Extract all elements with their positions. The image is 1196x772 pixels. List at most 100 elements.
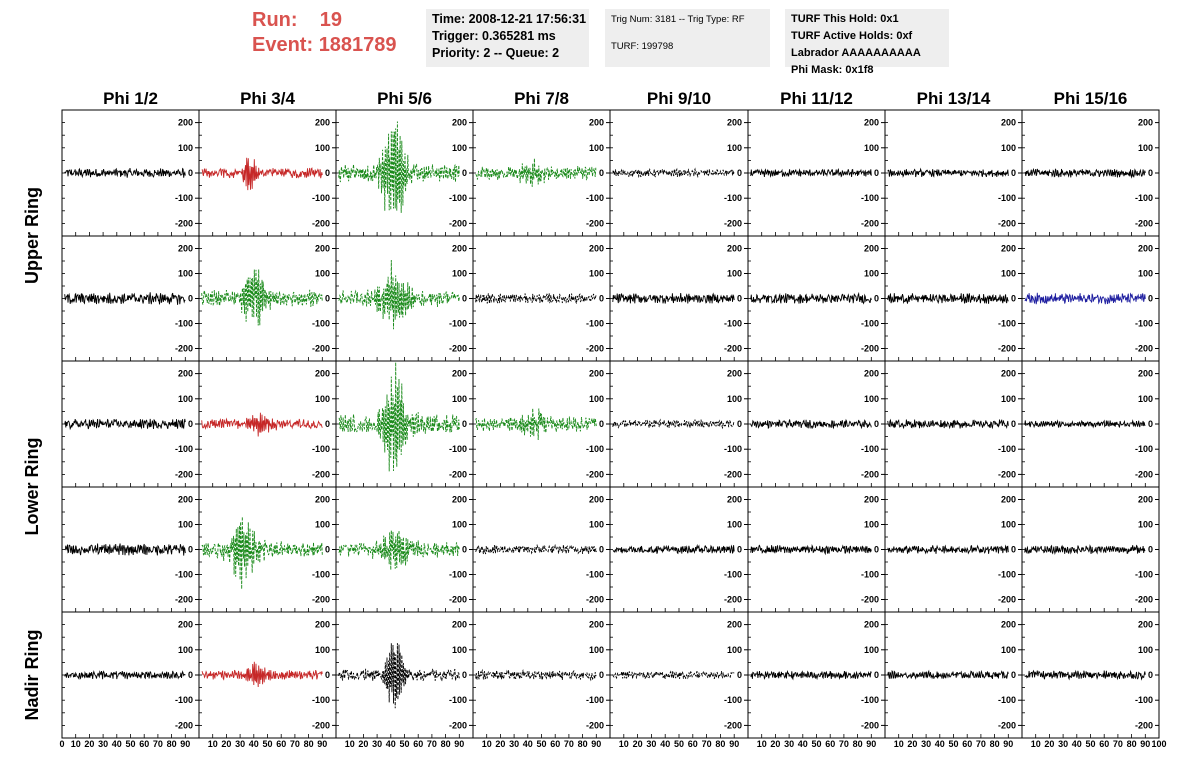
- x-tick-label: 20: [495, 739, 505, 749]
- x-tick-label: 80: [1127, 739, 1137, 749]
- y-tick-label: 0: [1011, 670, 1016, 680]
- column-title: Phi 9/10: [647, 89, 711, 108]
- x-tick-label: 20: [221, 739, 231, 749]
- y-tick-label: -200: [724, 469, 742, 479]
- y-tick-label: 200: [315, 244, 330, 254]
- x-tick-label: 30: [98, 739, 108, 749]
- waveform-series: [1024, 419, 1146, 429]
- waveform-series: [887, 544, 1009, 555]
- y-tick-label: 100: [727, 394, 742, 404]
- waveform-series: [201, 516, 323, 590]
- waveform-series: [338, 362, 460, 472]
- x-tick-label: 30: [235, 739, 245, 749]
- y-tick-label: -200: [312, 218, 330, 228]
- y-tick-label: 0: [188, 670, 193, 680]
- x-tick-label: 30: [784, 739, 794, 749]
- y-tick-label: -100: [724, 695, 742, 705]
- y-tick-label: -200: [449, 720, 467, 730]
- waveform-series: [201, 661, 323, 688]
- x-tick-label: 70: [839, 739, 849, 749]
- y-tick-label: 200: [1138, 495, 1153, 505]
- waveform-series: [201, 269, 323, 326]
- x-tick-label: 60: [962, 739, 972, 749]
- waveform-series: [64, 292, 186, 305]
- x-tick-label: 40: [798, 739, 808, 749]
- y-tick-label: -200: [861, 469, 879, 479]
- y-tick-label: 200: [864, 620, 879, 630]
- y-tick-label: 0: [1148, 294, 1153, 304]
- y-tick-label: 100: [727, 143, 742, 153]
- row-group-title: Lower Ring: [22, 438, 42, 536]
- x-tick-label: 40: [249, 739, 259, 749]
- x-tick-label: 90: [866, 739, 876, 749]
- x-tick-label: 60: [276, 739, 286, 749]
- y-tick-label: -200: [312, 595, 330, 605]
- y-tick-label: 0: [462, 294, 467, 304]
- y-tick-label: 100: [589, 520, 604, 530]
- x-tick-label: 50: [948, 739, 958, 749]
- y-tick-label: 200: [589, 495, 604, 505]
- y-tick-label: -100: [1135, 695, 1153, 705]
- y-tick-label: 200: [727, 620, 742, 630]
- y-tick-label: -100: [998, 570, 1016, 580]
- y-tick-label: 200: [452, 369, 467, 379]
- y-tick-label: 100: [315, 645, 330, 655]
- x-tick-label: 30: [509, 739, 519, 749]
- x-tick-label: 50: [536, 739, 546, 749]
- y-tick-label: 100: [178, 269, 193, 279]
- waveform-series: [612, 418, 735, 430]
- y-tick-label: -100: [724, 444, 742, 454]
- y-tick-label: 100: [589, 143, 604, 153]
- waveform-series: [612, 292, 735, 304]
- y-tick-label: -100: [998, 695, 1016, 705]
- x-tick-label: 90: [1003, 739, 1013, 749]
- y-tick-label: 200: [315, 118, 330, 128]
- y-tick-label: 0: [737, 670, 742, 680]
- y-tick-label: -100: [998, 319, 1016, 329]
- waveform-series: [612, 669, 735, 680]
- x-tick-label: 60: [1099, 739, 1109, 749]
- x-tick-label: 10: [345, 739, 355, 749]
- y-tick-label: 100: [1138, 143, 1153, 153]
- waveform-series: [64, 670, 186, 680]
- y-tick-label: 200: [178, 369, 193, 379]
- y-tick-label: -200: [1135, 595, 1153, 605]
- x-tick-label: 40: [660, 739, 670, 749]
- y-tick-label: 200: [178, 620, 193, 630]
- y-tick-label: -100: [586, 570, 604, 580]
- x-tick-label: 60: [139, 739, 149, 749]
- y-tick-label: -200: [998, 469, 1016, 479]
- y-tick-label: -100: [586, 319, 604, 329]
- y-tick-label: -200: [724, 344, 742, 354]
- y-tick-label: 0: [462, 670, 467, 680]
- waveform-series: [475, 668, 597, 682]
- y-tick-label: -100: [724, 570, 742, 580]
- y-tick-label: 0: [1011, 168, 1016, 178]
- y-tick-label: -200: [449, 595, 467, 605]
- y-tick-label: 200: [452, 244, 467, 254]
- y-tick-label: -200: [1135, 218, 1153, 228]
- waveform-series: [750, 543, 872, 556]
- y-tick-label: 100: [315, 520, 330, 530]
- y-tick-label: -100: [1135, 570, 1153, 580]
- x-tick-label: 50: [125, 739, 135, 749]
- y-tick-label: 0: [599, 545, 604, 555]
- x-tick-label: 60: [825, 739, 835, 749]
- y-tick-label: 200: [864, 244, 879, 254]
- waveform-series: [1024, 669, 1146, 681]
- x-tick-label: 0: [59, 739, 64, 749]
- x-tick-label: 70: [702, 739, 712, 749]
- x-tick-label: 80: [167, 739, 177, 749]
- y-tick-label: 0: [737, 168, 742, 178]
- y-tick-label: -100: [449, 570, 467, 580]
- y-tick-label: 100: [1001, 394, 1016, 404]
- y-tick-label: 200: [727, 244, 742, 254]
- y-tick-label: 200: [452, 620, 467, 630]
- x-tick-label: 80: [853, 739, 863, 749]
- waveform-series: [887, 669, 1009, 680]
- y-tick-label: 200: [178, 244, 193, 254]
- y-tick-label: 0: [1011, 419, 1016, 429]
- y-tick-label: 0: [325, 545, 330, 555]
- y-tick-label: 0: [599, 294, 604, 304]
- x-tick-label: 10: [894, 739, 904, 749]
